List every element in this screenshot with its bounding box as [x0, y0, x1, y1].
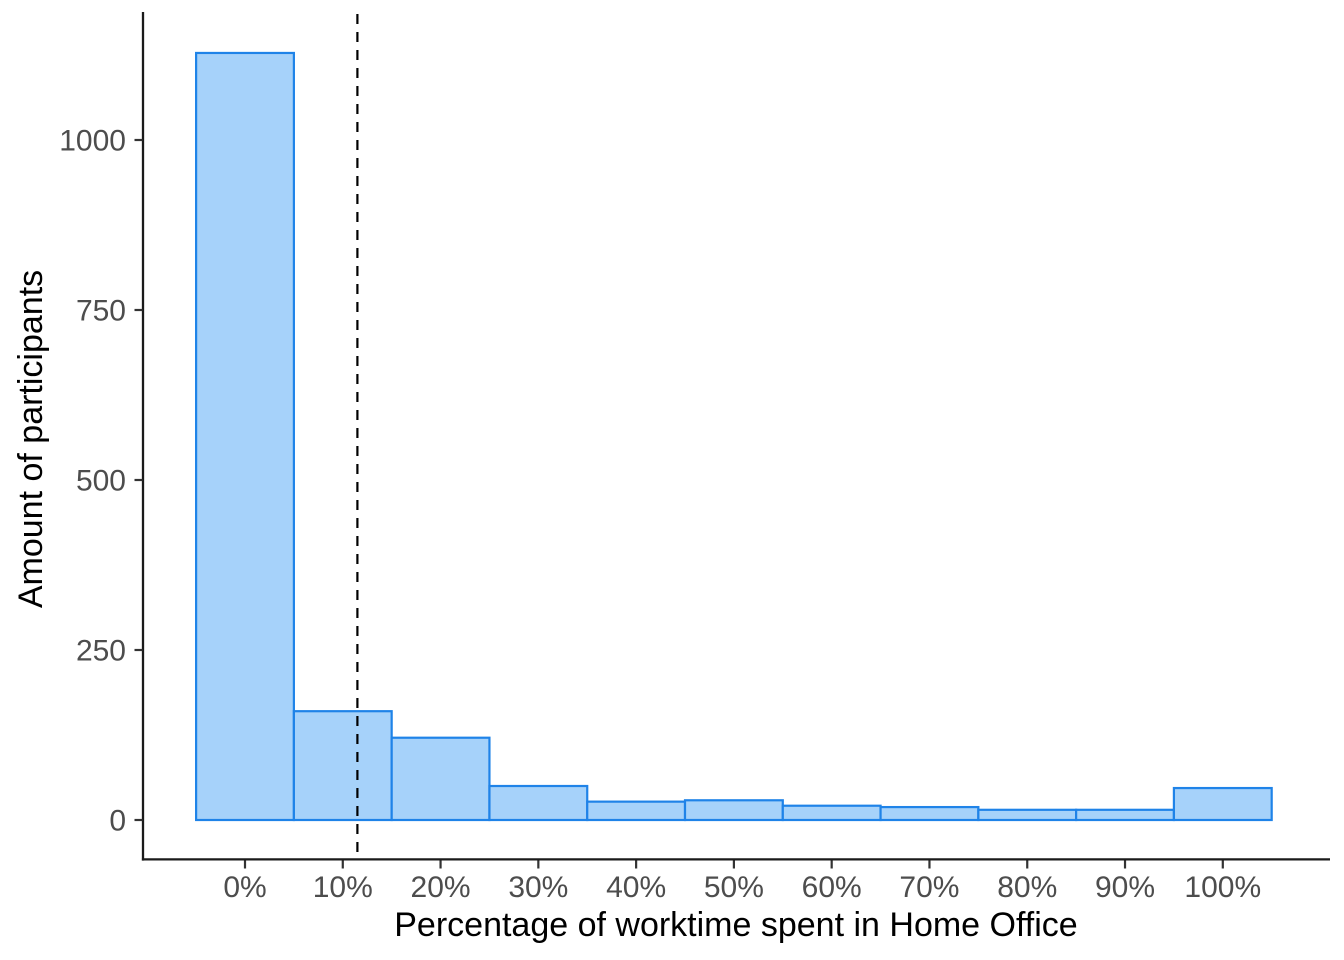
- histogram-bar: [1172, 786, 1273, 822]
- x-tick-label: 50%: [704, 871, 764, 904]
- histogram-bar: [292, 710, 393, 822]
- y-tick-label: 750: [76, 295, 126, 328]
- histogram-bar: [879, 805, 980, 822]
- y-axis-ticks: 0 250 500 750 1000: [59, 125, 143, 838]
- histogram-bar: [781, 804, 882, 822]
- histogram-bar: [390, 736, 491, 822]
- histogram-bar: [195, 51, 295, 822]
- x-axis-ticks: 0% 10% 20% 30% 40% 50% 60% 70% 80% 90% 100%: [223, 860, 1261, 904]
- y-tick-label: 250: [76, 635, 126, 668]
- x-tick-label: 80%: [997, 871, 1057, 904]
- y-tick-label: 500: [76, 465, 126, 498]
- x-tick-label: 40%: [606, 871, 666, 904]
- x-tick-label: 30%: [508, 871, 568, 904]
- y-tick-label: 0: [109, 805, 126, 838]
- y-axis-title: Amount of participants: [12, 270, 50, 608]
- x-tick-label: 10%: [313, 871, 373, 904]
- bars-group: [195, 51, 1273, 822]
- x-tick-label: 0%: [223, 871, 266, 904]
- x-tick-label: 100%: [1184, 871, 1261, 904]
- histogram-bar: [586, 800, 687, 822]
- x-tick-label: 70%: [899, 871, 959, 904]
- x-tick-label: 60%: [802, 871, 862, 904]
- histogram-bar: [488, 784, 589, 822]
- histogram-bar: [683, 799, 784, 822]
- x-tick-label: 90%: [1095, 871, 1155, 904]
- y-tick-label: 1000: [59, 125, 126, 158]
- x-tick-label: 20%: [411, 871, 471, 904]
- x-axis-title: Percentage of worktime spent in Home Off…: [394, 906, 1077, 944]
- histogram-bar: [1075, 808, 1176, 822]
- histogram-bar: [977, 808, 1078, 822]
